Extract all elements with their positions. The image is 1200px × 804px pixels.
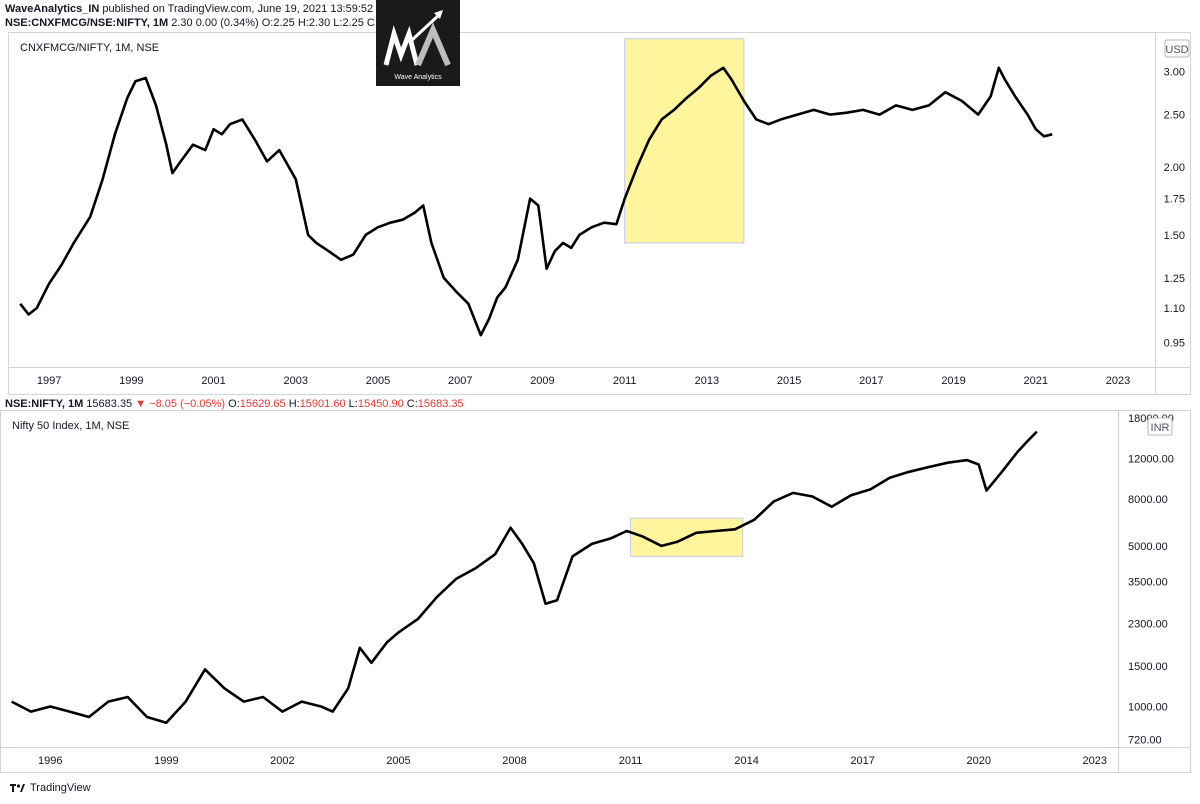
logo-w-shape <box>383 25 420 66</box>
y-tick-label: 3.00 <box>1164 67 1185 79</box>
logo-arrow-head-icon <box>434 10 443 19</box>
bottom-low: 15450.90 <box>357 398 404 410</box>
y-tick-label: 3500.00 <box>1128 576 1168 588</box>
down-arrow-icon: ▼ <box>135 398 147 410</box>
x-tick-label: 2011 <box>613 375 637 387</box>
y-tick-label: 2.50 <box>1164 110 1185 122</box>
chart-title: Nifty 50 Index, 1M, NSE <box>12 420 129 432</box>
x-tick-label: 2019 <box>941 375 965 387</box>
top-symbol-line: NSE:CNXFMCG/NSE:NIFTY, 1M 2.30 0.00 (0.3… <box>5 17 399 29</box>
x-tick-label: 2002 <box>270 755 294 767</box>
publish-line: WaveAnalytics_IN published on TradingVie… <box>5 3 393 15</box>
x-tick-label: 2015 <box>777 375 801 387</box>
series-line <box>11 430 1038 724</box>
y-tick-label: 2.00 <box>1164 162 1185 174</box>
y-tick-label: 5000.00 <box>1128 541 1168 553</box>
y-tick-label: 8000.00 <box>1128 494 1168 506</box>
x-tick-label: 2005 <box>386 755 410 767</box>
bottom-close: 15683.35 <box>417 398 464 410</box>
y-tick-label: 1.50 <box>1164 230 1185 242</box>
currency-label: INR <box>1151 422 1170 434</box>
o-label: O: <box>228 398 240 410</box>
x-tick-label: 1999 <box>119 375 143 387</box>
y-tick-label: 12000.00 <box>1128 453 1174 465</box>
y-tick-label: 1.10 <box>1164 303 1185 315</box>
x-tick-label: 2020 <box>966 755 990 767</box>
y-tick-label: 2300.00 <box>1128 618 1168 630</box>
y-tick-label: 1500.00 <box>1128 661 1168 673</box>
x-tick-label: 2017 <box>859 375 883 387</box>
l-label: L: <box>348 398 358 410</box>
currency-badge <box>1147 417 1173 436</box>
c-label: C: <box>406 398 418 410</box>
series-line <box>19 66 1053 337</box>
footer: TradingView <box>10 782 91 794</box>
bottom-high: 15901.60 <box>299 398 346 410</box>
x-tick-label: 2011 <box>619 755 643 767</box>
top-ohlc: 2.30 0.00 (0.34%) O:2.25 H:2.30 L:2.25 C… <box>171 17 400 29</box>
publisher-name: WaveAnalytics_IN <box>5 3 100 15</box>
bottom-price: 15683.35 <box>86 398 133 410</box>
tradingview-logo-icon <box>10 783 26 793</box>
published-text: published on TradingView.com, June 19, 2… <box>102 3 394 15</box>
x-tick-label: 2014 <box>734 755 758 767</box>
bottom-change: −8.05 (−0.05%) <box>149 398 226 410</box>
x-tick-label: 2017 <box>850 755 874 767</box>
x-tick-label: 2023 <box>1083 755 1107 767</box>
x-tick-label: 1999 <box>154 755 178 767</box>
x-tick-label: 2003 <box>284 375 308 387</box>
y-tick-label: 1.75 <box>1164 194 1185 206</box>
x-tick-label: 2013 <box>695 375 719 387</box>
logo-arrow-icon <box>410 12 442 42</box>
x-tick-label: 2023 <box>1106 375 1130 387</box>
top-symbol: NSE:CNXFMCG/NSE:NIFTY, 1M <box>5 17 169 29</box>
bottom-symbol: NSE:NIFTY, 1M <box>5 398 84 410</box>
highlight-box <box>624 38 745 244</box>
footer-brand: TradingView <box>30 782 91 794</box>
x-tick-label: 1997 <box>37 375 61 387</box>
chart-title: CNXFMCG/NIFTY, 1M, NSE <box>20 42 159 54</box>
y-tick-label: 720.00 <box>1128 734 1162 746</box>
panel-border-1 <box>0 410 1191 773</box>
currency-label: USD <box>1165 44 1188 56</box>
x-tick-label: 2005 <box>366 375 390 387</box>
y-tick-label: 1.25 <box>1164 273 1185 285</box>
y-tick-label: 1000.00 <box>1128 702 1168 714</box>
bottom-symbol-line: NSE:NIFTY, 1M 15683.35 ▼ −8.05 (−0.05%) … <box>5 398 464 410</box>
x-tick-label: 1996 <box>38 755 62 767</box>
logo-text: Wave Analytics <box>394 74 442 81</box>
y-tick-label: 0.95 <box>1164 338 1185 350</box>
x-tick-label: 2007 <box>448 375 472 387</box>
x-tick-label: 2008 <box>502 755 526 767</box>
x-tick-label: 2001 <box>201 375 225 387</box>
x-tick-label: 2009 <box>530 375 554 387</box>
bottom-open: 15629.65 <box>239 398 286 410</box>
logo-a-shape <box>415 22 451 67</box>
currency-badge <box>1164 39 1190 58</box>
x-tick-label: 2021 <box>1024 375 1048 387</box>
panel-border-0 <box>8 32 1191 395</box>
h-label: H: <box>288 398 300 410</box>
